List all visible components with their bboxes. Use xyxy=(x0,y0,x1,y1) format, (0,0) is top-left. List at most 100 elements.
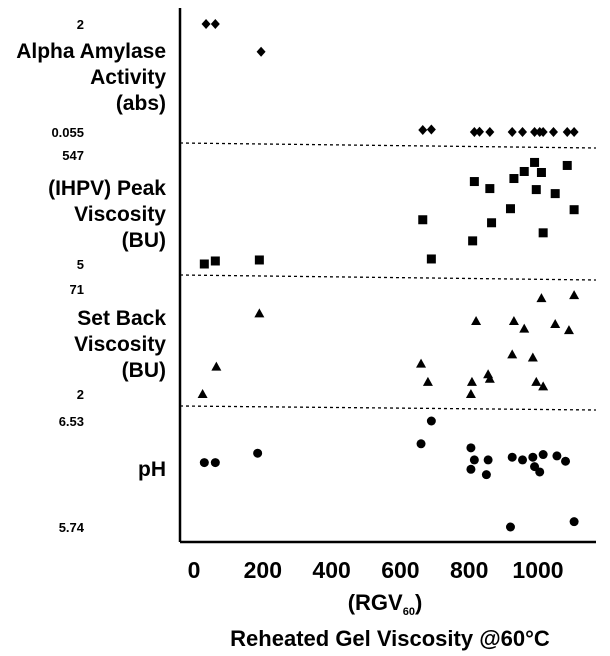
panel-2-point-2 xyxy=(210,256,220,266)
panel-3-point-6 xyxy=(465,389,476,398)
x-axis-caption: Reheated Gel Viscosity @60°C xyxy=(230,626,550,651)
panel-2-point-11 xyxy=(509,174,519,184)
panel-4-point-10 xyxy=(483,455,493,465)
x-tick-200: 200 xyxy=(244,557,282,583)
panel-4-point-2 xyxy=(210,458,220,468)
panel-2-point-6 xyxy=(468,236,478,246)
panel-4-point-4 xyxy=(416,439,426,449)
panel-4-point-11 xyxy=(505,522,515,532)
x-axis-label-subscript: 60 xyxy=(403,606,415,618)
panel-1-y-tick-2: 0.055 xyxy=(51,125,84,140)
panel-1-point-13 xyxy=(538,127,548,137)
panel-2-label-line-1: (IHPV) Peak xyxy=(48,177,166,200)
x-tick-1000: 1000 xyxy=(512,557,563,583)
panel-4-point-13 xyxy=(518,455,528,465)
panel-1-point-11 xyxy=(530,127,540,137)
panel-2-point-9 xyxy=(487,218,497,228)
x-tick-labels: 0 200 400 600 800 1000 xyxy=(188,557,564,583)
panel-3-point-10 xyxy=(484,373,495,383)
panel-4-point-20 xyxy=(569,517,579,527)
panel-2-point-10 xyxy=(505,204,515,214)
panel-1-point-3 xyxy=(256,46,266,57)
panel-4-point-6 xyxy=(466,443,476,453)
x-axis-label: (RGV60) xyxy=(348,590,423,618)
panel-4-y-tick-2: 5.74 xyxy=(59,520,85,535)
panel-3-point-8 xyxy=(471,315,482,325)
panel-3-point-17 xyxy=(538,381,549,391)
panel-labels: Alpha Amylase Activity (abs) (IHPV) Peak Vis… xyxy=(16,40,166,481)
panel-3-point-14 xyxy=(527,352,538,362)
panel-2-point-14 xyxy=(531,185,541,195)
panel-2-point-18 xyxy=(562,160,572,170)
panel-1-point-9 xyxy=(507,127,517,137)
panel-4-point-17 xyxy=(538,450,548,460)
panel-3-point-19 xyxy=(563,325,574,335)
panel-2-point-17 xyxy=(550,189,560,199)
panel-4-point-16 xyxy=(535,467,545,477)
x-axis-label-main: (RGV xyxy=(348,590,403,615)
panel-2-label-line-2: Viscosity xyxy=(74,203,166,226)
y-tick-labels: 2 0.055 547 5 71 2 6.53 5.74 xyxy=(51,17,84,535)
panel-2-y-tick-2: 5 xyxy=(77,257,84,272)
panel-3-point-3 xyxy=(254,308,265,318)
panel-1-point-2 xyxy=(210,19,220,29)
panel-2-point-16 xyxy=(538,228,548,238)
panel-3-point-1 xyxy=(197,389,208,398)
panel-2-point-7 xyxy=(469,177,479,187)
panel-1-point-1 xyxy=(201,19,211,29)
panel-4-point-14 xyxy=(528,452,538,462)
panel-2-point-19 xyxy=(569,205,579,215)
panel-1-label-line-3: (abs) xyxy=(116,92,166,115)
panel-3-point-20 xyxy=(569,290,580,300)
panel-3-label-line-3: (BU) xyxy=(122,359,166,382)
panel-3-point-15 xyxy=(531,376,542,386)
x-tick-0: 0 xyxy=(188,557,201,583)
panel-3-label-line-1: Set Back xyxy=(77,307,166,330)
panel-4-point-3 xyxy=(253,448,263,458)
panel-3-point-18 xyxy=(550,319,561,328)
data-points xyxy=(197,19,580,532)
panel-1-point-8 xyxy=(485,127,495,137)
panel-1-point-5 xyxy=(426,124,436,135)
panel-2-point-5 xyxy=(426,254,436,264)
panel-2-point-12 xyxy=(519,166,529,176)
panel-1-label-line-1: Alpha Amylase xyxy=(16,40,166,63)
x-tick-800: 800 xyxy=(450,557,488,583)
panel-3-point-11 xyxy=(507,349,518,359)
x-tick-400: 400 xyxy=(312,557,350,583)
panel-2-point-4 xyxy=(418,215,428,225)
panel-4-point-7 xyxy=(466,464,476,474)
panel-4-point-18 xyxy=(552,451,562,461)
panel-2-point-3 xyxy=(254,255,264,265)
panel-4-point-9 xyxy=(481,470,491,480)
panel-1-point-16 xyxy=(569,127,579,137)
panel-3-point-16 xyxy=(536,293,547,303)
panel-2-point-8 xyxy=(485,184,495,194)
x-tick-600: 600 xyxy=(381,557,419,583)
panel-2-label-line-3: (BU) xyxy=(122,229,166,252)
panel-1-y-tick-1: 2 xyxy=(77,17,84,32)
panel-3-point-9 xyxy=(483,369,494,379)
panel-2-y-tick-1: 547 xyxy=(62,148,84,163)
panel-1-point-6 xyxy=(469,127,479,137)
panel-4-y-tick-1: 6.53 xyxy=(59,414,84,429)
panel-2-point-13 xyxy=(530,157,540,167)
panel-4-point-19 xyxy=(561,456,571,466)
panel-1-point-14 xyxy=(548,127,558,137)
panel-3-point-4 xyxy=(416,358,427,368)
panel-3-point-7 xyxy=(466,376,477,386)
plot-frame xyxy=(178,8,597,544)
panel-3-point-13 xyxy=(519,323,530,333)
panel-3-point-12 xyxy=(508,315,519,325)
panel-3-point-5 xyxy=(422,376,433,386)
panel-3-y-tick-2: 2 xyxy=(77,387,84,402)
x-axis-label-close: ) xyxy=(415,590,422,615)
panel-4-point-12 xyxy=(507,452,517,462)
panel-3-y-tick-1: 71 xyxy=(70,282,84,297)
panel-3-label-line-2: Viscosity xyxy=(74,333,166,356)
panel-1-label-line-2: Activity xyxy=(90,66,166,89)
panel-1-point-10 xyxy=(518,127,528,137)
panel-2-point-15 xyxy=(536,167,546,177)
panel-4-point-8 xyxy=(469,455,479,465)
